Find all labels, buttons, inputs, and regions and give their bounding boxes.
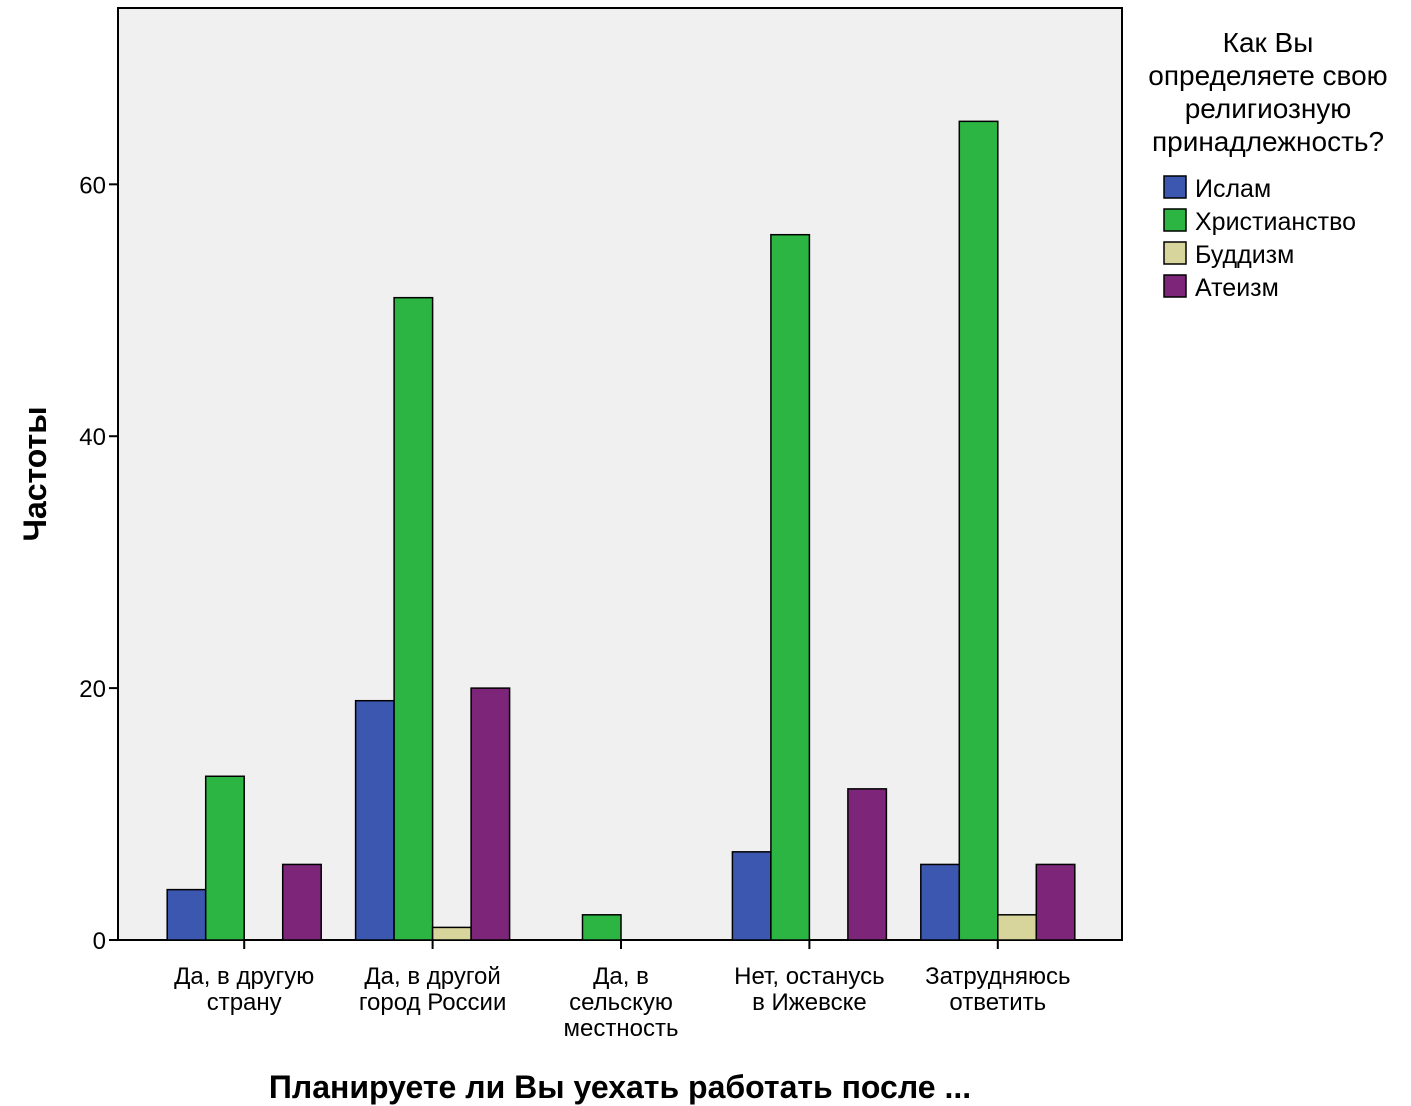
y-tick-label: 60 (79, 172, 106, 199)
y-tick-label: 40 (79, 424, 106, 451)
plot-area (117, 7, 1123, 941)
bar-1-1 (166, 888, 207, 941)
legend: Как Вы определяете свою религиозную принадл… (1148, 27, 1387, 302)
legend-title: Как Вы определяете свою религиозную принадл… (1148, 27, 1387, 157)
y-axis-title: Частоты (17, 406, 53, 541)
x-tick-label: Да, в сельскую местность (564, 963, 679, 1042)
bar-3-2 (581, 914, 622, 941)
x-tick-label: Да, в другую страну (174, 963, 314, 1016)
bar-1-4 (281, 863, 322, 941)
legend-swatch-4 (1163, 274, 1187, 298)
x-axis: Да, в другую страну Да, в другой город Росс… (174, 940, 1070, 1042)
y-tick-label: 20 (79, 676, 106, 703)
bar-2-3 (431, 926, 472, 941)
legend-swatch-2 (1163, 208, 1187, 232)
bar-2-1 (354, 699, 395, 941)
y-tick-label: 0 (93, 928, 106, 955)
bar-4-1 (731, 851, 772, 941)
bar-4-2 (770, 233, 811, 941)
y-axis: 0 20 40 60 (79, 172, 118, 955)
legend-label-2: Христианство (1195, 208, 1356, 236)
x-tick-label: Нет, останусь в Ижевске (734, 963, 884, 1016)
legend-swatch-3 (1163, 241, 1187, 265)
bar-2-4 (470, 687, 511, 941)
legend-label-3: Буддизм (1195, 241, 1294, 269)
bar-1-2 (204, 775, 245, 941)
x-tick-label: Затрудняюсь ответить (925, 963, 1070, 1016)
legend-label-1: Ислам (1195, 175, 1271, 203)
bar-4-4 (847, 788, 888, 941)
bar-2-2 (393, 296, 434, 941)
bar-5-4 (1035, 863, 1076, 941)
bar-5-2 (958, 120, 999, 941)
bar-5-3 (997, 914, 1038, 941)
x-axis-title: Планируете ли Вы уехать работать после .… (269, 1069, 971, 1105)
bar-5-1 (920, 863, 961, 941)
legend-label-4: Атеизм (1195, 274, 1279, 302)
bars-group (166, 120, 1076, 941)
legend-swatch-1 (1163, 175, 1187, 199)
x-tick-label: Да, в другой город России (359, 963, 507, 1016)
